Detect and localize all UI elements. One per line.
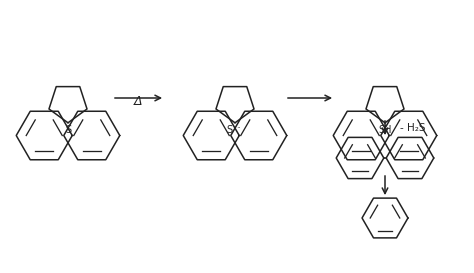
Text: ··: ··: [236, 124, 241, 133]
Text: Δ: Δ: [134, 95, 142, 108]
Text: - H₂S: - H₂S: [400, 123, 426, 133]
Text: SH: SH: [378, 125, 392, 135]
Text: S: S: [227, 125, 233, 135]
Text: S: S: [65, 125, 71, 135]
